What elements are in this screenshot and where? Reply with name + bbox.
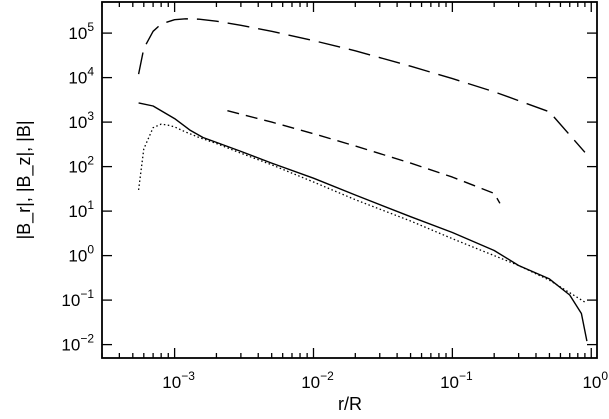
- y-tick-label: 10−1: [61, 287, 94, 310]
- y-tick-label: 101: [68, 198, 94, 221]
- x-tick-label: 10−3: [162, 369, 195, 392]
- series-line-solid: [138, 102, 588, 342]
- y-tick-label: 103: [68, 109, 94, 132]
- series-line-short-dash: [227, 110, 501, 204]
- tick-labels: 10−3 10−2 10−1 100 10−2 10−1 100 101 102 103 104 10…: [61, 20, 608, 392]
- y-tick-label: 102: [68, 154, 94, 177]
- y-tick-label: 105: [68, 20, 94, 43]
- x-tick-label: 10−1: [440, 369, 473, 392]
- y-tick-label: 100: [68, 243, 94, 266]
- y-tick-label: 10−2: [61, 332, 94, 355]
- x-tick-label: 100: [582, 369, 608, 392]
- series-line-long-dash: [137, 18, 586, 153]
- plot-frame: [101, 1, 598, 359]
- y-axis-label: |B_r|, |B_z|, |B|: [14, 120, 35, 239]
- x-tick-label: 10−2: [301, 369, 334, 392]
- axis-ticks: [101, 2, 597, 358]
- series-line-dotted: [137, 123, 586, 303]
- x-axis-label: r/R: [338, 394, 362, 414]
- series-group: [137, 18, 588, 342]
- y-tick-label: 104: [68, 65, 94, 88]
